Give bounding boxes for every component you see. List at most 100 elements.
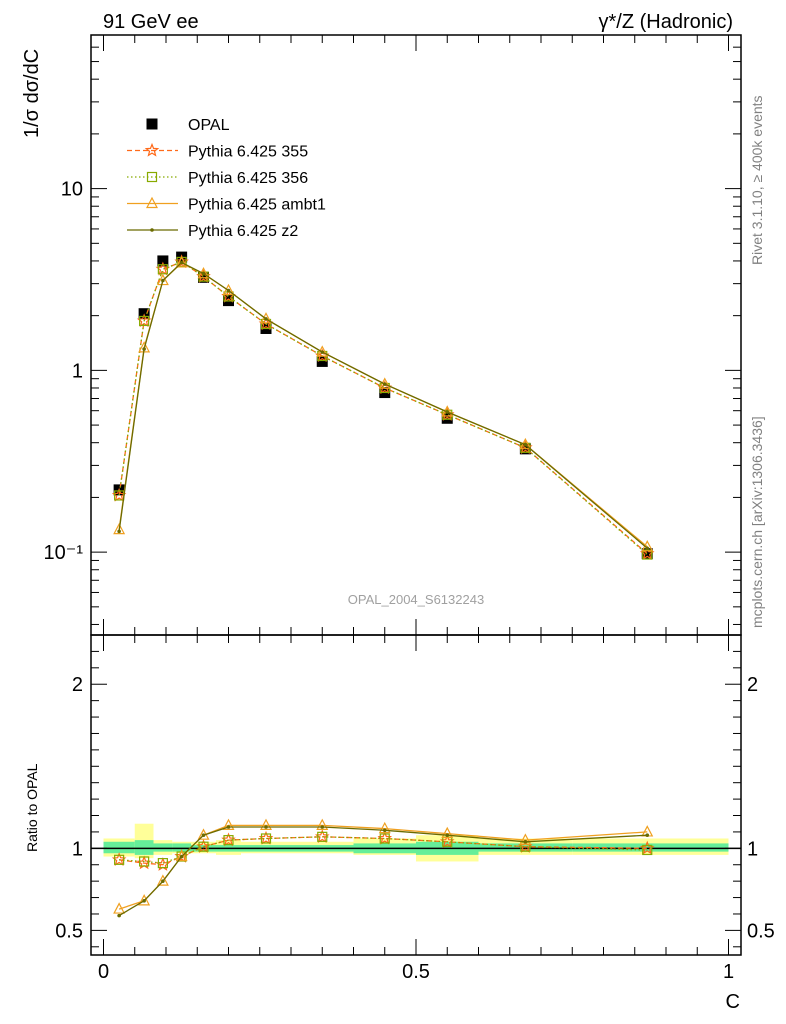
ratio-point-pythia-6-425-ambt1 [156,874,169,886]
main-ytick-label: 1 [72,360,83,382]
ratio-point-pythia-6-425-z2 [645,833,650,838]
ratio-point-pythia-6-425-ambt1 [138,894,151,906]
ratio-point-pythia-6-425-356 [642,844,653,856]
ratio-point-pythia-6-425-z2 [117,913,121,918]
point-pythia-6-425-z2 [523,442,528,447]
series-line-pythia-6-425-356 [118,261,648,555]
ratio-point-pythia-6-425-356 [139,856,150,867]
point-pythia-6-425-ambt1 [175,256,188,268]
legend-label-pythia-6-425-ambt1: Pythia 6.425 ambt1 [188,197,326,214]
ratio-point-pythia-6-425-356 [223,835,234,846]
x-tick-label: 0.5 [402,961,430,983]
main-ytick-label: 10⁻¹ [44,542,84,564]
point-pythia-6-425-356 [157,264,168,275]
ratio-band-inner [478,843,573,852]
ratio-point-pythia-6-425-356 [114,854,125,865]
point-opal [441,412,453,424]
main-panel: 10⁻¹ 1 10 [44,34,742,636]
point-pythia-6-425-z2 [117,529,121,534]
point-pythia-6-425-ambt1 [197,266,210,279]
header-right: γ*/Z (Hadronic) [599,11,733,33]
ratio-point-pythia-6-425-z2 [445,833,450,838]
legend-marker-pythia-6-425-ambt1 [146,196,158,209]
legend-label-pythia-6-425-z2: Pythia 6.425 z2 [188,223,298,240]
ratio-point-pythia-6-425-z2 [179,854,184,859]
ratio-point-pythia-6-425-z2 [382,828,387,833]
ratio-ytick-label-right: 2 [747,674,758,696]
main-ylabel: 1/σ dσ/dC [21,49,43,138]
ratio-point-pythia-6-425-ambt1 [260,818,272,830]
ratio-point-pythia-6-425-ambt1 [113,902,126,914]
ratio-point-pythia-6-425-356 [317,831,328,842]
analysis-watermark: OPAL_2004_S6132243 [348,592,484,607]
ratio-band-inner [172,843,191,852]
point-pythia-6-425-z2 [382,382,387,386]
ratio-ytick-label: 2 [72,674,83,696]
ratio-point-pythia-6-425-ambt1 [222,818,235,830]
point-pythia-6-425-z2 [264,317,268,321]
legend-marker-pythia-6-425-355 [144,142,160,157]
legend-marker-opal [146,118,158,130]
header-left: 91 GeV ee [103,11,199,33]
point-pythia-6-425-ambt1 [316,345,329,357]
ratio-line-pythia-6-425-z2 [118,826,648,917]
x-tick-label: 0 [98,961,109,983]
point-pythia-6-425-z2 [445,410,450,414]
series-line-pythia-6-425-355 [118,261,648,555]
x-tick-label: 1 [723,961,734,983]
legend-label-pythia-6-425-355: Pythia 6.425 355 [188,144,308,161]
point-pythia-6-425-ambt1 [113,522,126,535]
point-pythia-6-425-z2 [161,278,165,283]
ratio-point-pythia-6-425-z2 [523,839,528,844]
ratio-ytick-label-right: 0.5 [747,920,775,942]
ratio-point-pythia-6-425-356 [379,833,390,844]
rivet-label: Rivet 3.1.10, ≥ 400k events [749,95,765,265]
point-pythia-6-425-ambt1 [156,273,169,286]
ratio-panel: 0 0.5 1 0.5 0.5 1 1 2 2 [55,634,775,983]
legend-label-opal: OPAL [188,117,230,134]
ratio-point-pythia-6-425-z2 [226,825,231,829]
x-axis-label: C [726,991,740,1013]
legend: OPAL Pythia 6.425 355 Pythia 6.425 356 Pyth… [127,117,326,240]
ratio-point-pythia-6-425-ambt1 [378,821,391,834]
ratio-band-inner [153,843,173,852]
ratio-point-pythia-6-425-356 [157,858,168,869]
ratio-frame [90,634,742,956]
legend-label-pythia-6-425-356: Pythia 6.425 356 [188,170,308,187]
point-opal [316,355,328,367]
ratio-point-pythia-6-425-z2 [320,825,325,829]
point-pythia-6-425-z2 [645,546,650,551]
point-pythia-6-425-356 [139,315,150,327]
ratio-point-pythia-6-425-356 [260,833,272,844]
series-line-pythia-6-425-ambt1 [118,262,648,548]
point-pythia-6-425-z2 [179,260,184,265]
ratio-ytick-label: 1 [72,838,83,860]
ratio-band-inner [103,841,135,854]
point-pythia-6-425-ambt1 [260,312,272,324]
point-pythia-6-425-ambt1 [222,283,235,296]
point-pythia-6-425-z2 [226,288,231,293]
point-opal [157,255,169,267]
legend-marker-pythia-6-425-z2 [150,228,154,232]
ratio-ytick-label: 0.5 [55,920,83,942]
mcplots-label: mcplots.cern.ch [arXiv:1306.3436] [749,416,765,628]
ratio-point-pythia-6-425-ambt1 [441,826,454,839]
ratio-point-pythia-6-425-z2 [264,825,268,829]
series-line-pythia-6-425-z2 [118,261,648,549]
ratio-point-pythia-6-425-356 [198,841,209,852]
ratio-band-inner [572,843,729,852]
ratio-line-pythia-6-425-356 [119,836,648,864]
ratio-point-pythia-6-425-z2 [201,833,206,838]
ratio-point-pythia-6-425-z2 [142,899,146,903]
main-ytick-label: 10 [61,179,83,201]
point-pythia-6-425-z2 [142,347,146,351]
ratio-point-pythia-6-425-ambt1 [175,849,188,862]
ratio-ytick-label-right: 1 [747,838,758,860]
ratio-ylabel: Ratio to OPAL [24,763,40,852]
point-pythia-6-425-z2 [201,271,206,276]
ratio-point-pythia-6-425-ambt1 [316,818,329,830]
point-pythia-6-425-z2 [320,350,325,354]
ratio-point-pythia-6-425-z2 [161,879,165,883]
ratio-point-pythia-6-425-ambt1 [519,833,532,845]
